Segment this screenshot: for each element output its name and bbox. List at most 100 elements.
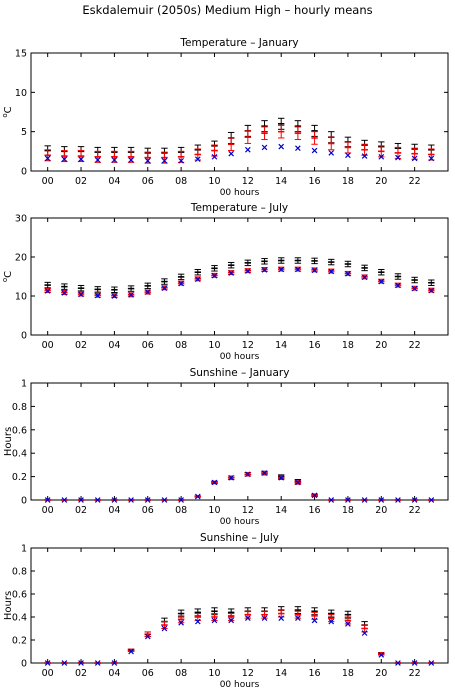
- y-tick-label: 10: [15, 292, 27, 303]
- cross-marker: [144, 289, 151, 295]
- series-black: [44, 257, 435, 293]
- cross-marker: [278, 266, 285, 273]
- series-black: [44, 117, 435, 159]
- errorbar-point: [111, 286, 118, 293]
- x-tick-label: 00: [42, 668, 54, 679]
- cross-marker: [261, 615, 268, 621]
- cross-marker: [328, 150, 335, 156]
- errorbar-point: [344, 260, 352, 268]
- x-tick-label: 10: [208, 505, 220, 516]
- cross-marker: [345, 270, 351, 277]
- errorbar-point: [328, 136, 335, 151]
- cross-marker: [111, 157, 118, 163]
- x-tick-label: 08: [175, 176, 187, 187]
- errorbar-point: [61, 283, 68, 290]
- series-black: [44, 606, 435, 664]
- cross-marker: [128, 497, 134, 503]
- cross-marker: [44, 288, 51, 294]
- x-tick-label: 06: [142, 340, 154, 351]
- y-tick-label: 0.2: [12, 636, 27, 647]
- cross-marker: [411, 285, 418, 292]
- x-tick-label: 16: [309, 668, 321, 679]
- cross-marker: [328, 497, 335, 503]
- x-tick-label: 04: [108, 668, 120, 679]
- chart-panel: Temperature – July 0 10 20 30 00 02 04 06 08 10 12 1…: [1, 202, 449, 362]
- cross-marker: [44, 660, 51, 666]
- cross-marker: [128, 648, 134, 655]
- cross-marker: [61, 290, 68, 296]
- chart-title: Sunshine – July: [200, 532, 279, 544]
- series-red: [44, 609, 435, 664]
- cross-marker: [178, 280, 184, 287]
- series-blue: [44, 143, 435, 164]
- y-tick-label: 0.4: [12, 449, 27, 460]
- cross-marker: [161, 285, 168, 292]
- chart-panel: Temperature – January 0 5 10 15 00 02 04 06 08 10 1…: [1, 37, 449, 198]
- y-tick-label: 1: [21, 379, 27, 390]
- errorbar-point: [361, 624, 368, 633]
- axes-box: [30, 382, 449, 501]
- cross-marker: [194, 618, 201, 625]
- errorbar-point: [261, 258, 268, 265]
- y-axis-label: oC: [1, 271, 14, 282]
- cross-marker: [411, 497, 418, 503]
- cross-marker: [345, 621, 351, 627]
- errorbar-point: [144, 282, 151, 290]
- errorbar-point: [261, 610, 268, 619]
- errorbar-point: [411, 276, 418, 284]
- errorbar-point: [294, 126, 302, 141]
- errorbar-point: [311, 611, 318, 620]
- y-tick-label: 0.8: [12, 567, 27, 578]
- y-axis-label-unit: C: [3, 271, 14, 278]
- cross-marker: [295, 479, 301, 486]
- errorbar-point: [428, 279, 435, 286]
- x-tick-label: 04: [108, 176, 120, 187]
- cross-marker: [78, 660, 84, 666]
- x-tick-label: 04: [108, 505, 120, 516]
- errorbar-point: [244, 130, 252, 144]
- x-tick-label: 14: [275, 340, 287, 351]
- errorbar-point: [127, 285, 135, 292]
- x-tick-label: 16: [309, 340, 321, 351]
- cross-marker: [178, 157, 184, 164]
- cross-marker: [111, 497, 118, 503]
- cross-marker: [211, 617, 218, 624]
- cross-marker: [161, 625, 168, 632]
- cross-marker: [378, 154, 385, 160]
- errorbar-point: [294, 257, 302, 264]
- x-tick-label: 12: [242, 668, 254, 679]
- cross-marker: [61, 497, 68, 503]
- errorbar-point: [244, 259, 252, 267]
- x-tick-label: 20: [375, 340, 387, 351]
- cross-marker: [61, 156, 68, 163]
- cross-marker: [361, 497, 368, 503]
- y-tick-label: 0: [21, 331, 27, 342]
- x-tick-label: 06: [142, 176, 154, 187]
- y-axis-label: Hours: [3, 427, 14, 456]
- cross-marker: [78, 497, 84, 503]
- figure-title: Eskdalemuir (2050s) Medium High – hourly…: [82, 3, 372, 17]
- x-tick-label: 06: [142, 505, 154, 516]
- errorbar-point: [227, 137, 235, 152]
- cross-marker: [194, 276, 201, 283]
- y-axis-label: oC: [1, 106, 14, 117]
- y-tick-label: 15: [15, 49, 27, 60]
- chart-panel: Sunshine – January 0 0.2 0.4 0.6 0.8 1 00 02 04 06…: [3, 367, 449, 527]
- errorbar-point: [77, 284, 85, 292]
- x-tick-label: 02: [75, 505, 87, 516]
- cross-marker: [111, 293, 118, 299]
- x-tick-label: 18: [342, 505, 354, 516]
- cross-marker: [278, 615, 285, 621]
- cross-marker: [278, 474, 285, 481]
- cross-marker: [228, 617, 234, 624]
- series-red: [44, 124, 435, 164]
- cross-marker: [194, 493, 201, 500]
- errorbar-point: [311, 131, 318, 145]
- x-tick-label: 02: [75, 176, 87, 187]
- cross-marker: [345, 152, 351, 159]
- cross-marker: [245, 471, 251, 478]
- y-tick-label: 20: [15, 253, 27, 264]
- cross-marker: [128, 292, 134, 298]
- x-tick-label: 00: [42, 505, 54, 516]
- errorbar-point: [344, 141, 352, 154]
